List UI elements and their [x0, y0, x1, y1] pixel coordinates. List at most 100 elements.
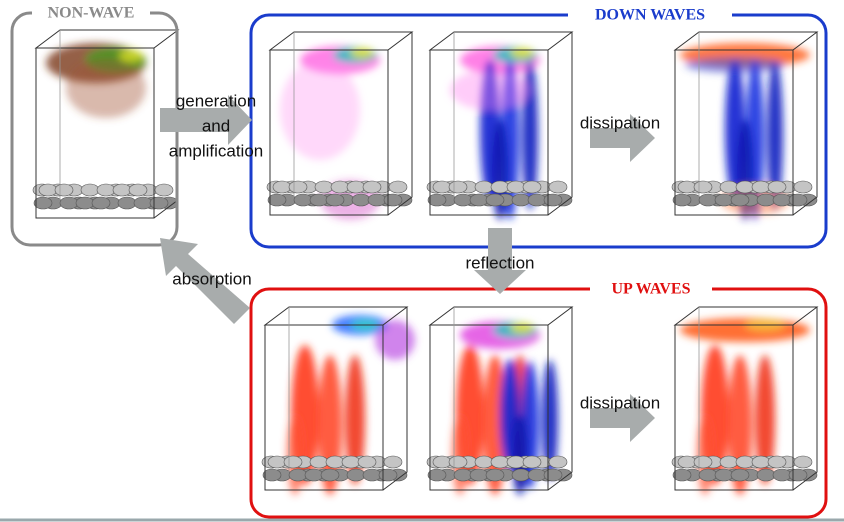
rock	[735, 455, 755, 469]
arrow-label: amplification	[169, 141, 264, 160]
arrow-label: reflection	[466, 253, 535, 272]
title-bg	[590, 280, 712, 300]
rock	[677, 455, 697, 469]
rock	[490, 455, 510, 469]
arrow	[160, 238, 250, 324]
rock	[267, 193, 287, 207]
rock	[719, 455, 739, 469]
rock	[351, 193, 371, 207]
rock	[506, 180, 526, 194]
cube-edge	[382, 307, 408, 491]
rock	[293, 193, 313, 207]
rock	[522, 455, 542, 469]
blob	[767, 60, 783, 210]
panel-title: NON-WAVE	[48, 5, 135, 22]
rock	[133, 196, 153, 210]
volume-render	[32, 29, 180, 219]
rock	[112, 183, 132, 197]
blob	[280, 60, 360, 160]
rock	[448, 455, 468, 469]
rock	[432, 455, 452, 469]
rock	[485, 468, 505, 482]
arrow-label: dissipation	[580, 393, 660, 412]
blob	[755, 355, 775, 485]
rock	[362, 180, 382, 194]
rock	[767, 180, 787, 194]
rock	[383, 455, 403, 469]
rock	[288, 180, 308, 194]
volume-render	[426, 306, 574, 495]
rock	[388, 180, 408, 194]
rock	[543, 468, 563, 482]
rock	[511, 193, 531, 207]
rock	[485, 193, 505, 207]
rock	[96, 183, 116, 197]
rock	[469, 468, 489, 482]
rock	[117, 196, 137, 210]
rock	[506, 455, 526, 469]
rock	[341, 455, 361, 469]
blobs	[46, 43, 146, 118]
rock	[672, 193, 692, 207]
rock	[719, 180, 739, 194]
cube-edge	[547, 32, 573, 216]
blob	[512, 415, 528, 495]
rock	[91, 196, 111, 210]
rock	[288, 468, 308, 482]
volume-render	[671, 31, 819, 220]
rock	[527, 468, 547, 482]
arrow-label: absorption	[172, 269, 251, 288]
blob	[697, 415, 713, 495]
rock	[511, 468, 531, 482]
rock	[346, 468, 366, 482]
down-waves-frame	[249, 13, 828, 249]
rock	[367, 193, 387, 207]
rock	[698, 193, 718, 207]
up-waves-frame	[249, 287, 828, 519]
rock	[427, 193, 447, 207]
rock	[751, 180, 771, 194]
rock	[474, 180, 494, 194]
volume-render	[426, 31, 574, 220]
rock	[378, 468, 398, 482]
rock	[793, 180, 813, 194]
rock	[490, 180, 510, 194]
panel-title: DOWN WAVES	[595, 7, 705, 24]
arrow-label: generation	[176, 91, 256, 110]
arrow	[474, 228, 526, 294]
blob	[66, 58, 146, 118]
rock	[756, 193, 776, 207]
arrows	[160, 95, 655, 442]
rock	[677, 180, 697, 194]
rock	[427, 468, 447, 482]
rock	[362, 468, 382, 482]
rock	[149, 196, 169, 210]
rock	[33, 196, 53, 210]
blobs	[680, 318, 810, 495]
title-bg	[32, 4, 150, 24]
cube-edge	[792, 307, 818, 491]
cube-edge	[547, 307, 573, 491]
rock	[59, 196, 79, 210]
rock	[75, 196, 95, 210]
rock	[453, 193, 473, 207]
rock	[469, 193, 489, 207]
blob	[119, 50, 143, 62]
volume-render	[261, 306, 415, 495]
blob	[345, 355, 365, 485]
rock	[346, 180, 366, 194]
rock	[357, 455, 377, 469]
rock	[788, 193, 808, 207]
arrow-label: and	[202, 116, 230, 135]
arrow-label: dissipation	[580, 113, 660, 132]
volume-render	[266, 31, 414, 220]
cube-edge	[792, 32, 818, 216]
panel-title: UP WAVES	[612, 281, 691, 298]
rock	[693, 455, 713, 469]
rock	[793, 455, 813, 469]
volume-render	[671, 306, 819, 495]
rock	[474, 455, 494, 469]
rock	[548, 180, 568, 194]
rock	[735, 180, 755, 194]
